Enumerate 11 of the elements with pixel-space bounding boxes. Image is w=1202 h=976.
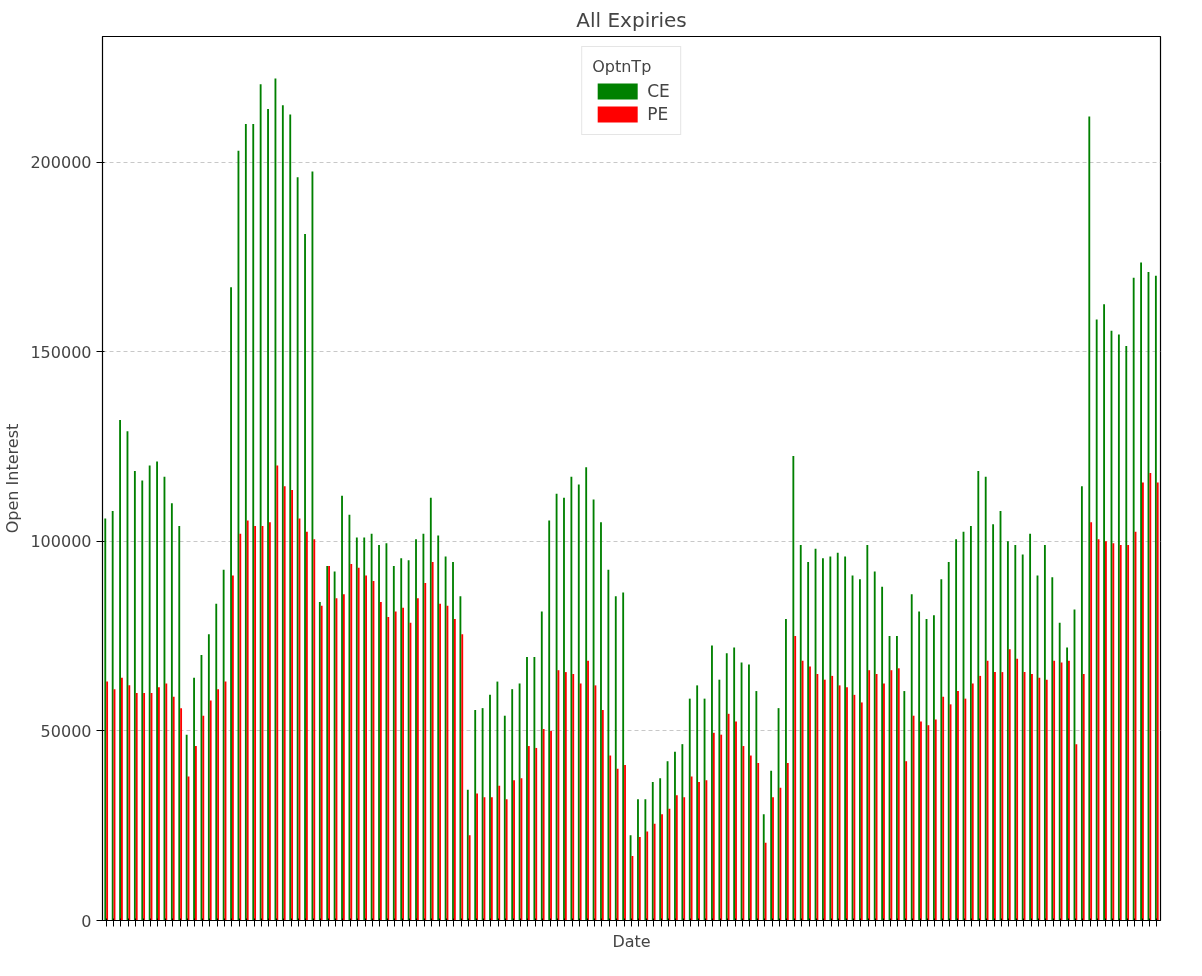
x-axis-title: Date (612, 931, 651, 951)
y-tick-label: 100000 (30, 532, 92, 552)
chart-title: All Expiries (576, 7, 687, 32)
y-tick-label: 150000 (30, 342, 92, 362)
legend-label: PE (647, 104, 669, 124)
y-tick-label: 200000 (30, 153, 92, 173)
y-tick-label: 0 (81, 911, 92, 931)
y-tick-label: 50000 (40, 721, 92, 741)
y-axis-title: Open Interest (3, 423, 23, 534)
legend-label: CE (647, 81, 670, 101)
legend-title: OptnTp (592, 57, 653, 76)
